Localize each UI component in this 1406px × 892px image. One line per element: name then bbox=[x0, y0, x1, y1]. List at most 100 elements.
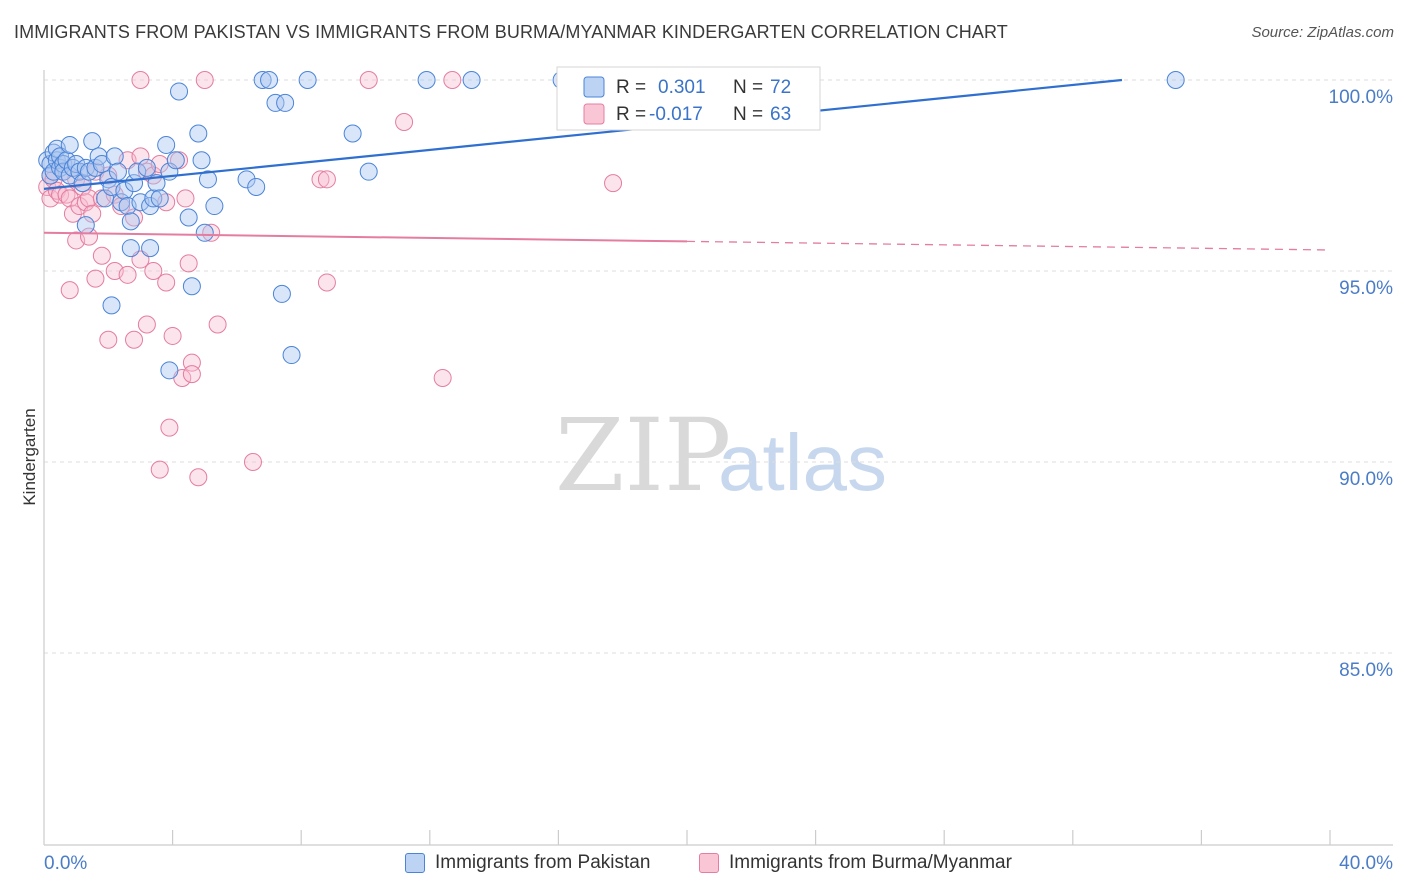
point-pakistan bbox=[60, 135, 79, 154]
legend-swatch-burma bbox=[583, 103, 605, 125]
legend-bottom-label-burma: Immigrants from Burma/Myanmar bbox=[729, 852, 1012, 873]
point-burma bbox=[311, 170, 330, 189]
point-burma bbox=[131, 250, 150, 269]
point-pakistan bbox=[57, 151, 76, 170]
legend-r-label-2: R = bbox=[616, 104, 646, 125]
point-pakistan bbox=[141, 239, 160, 258]
point-burma bbox=[86, 269, 105, 288]
point-pakistan bbox=[170, 82, 189, 101]
point-pakistan bbox=[76, 216, 95, 235]
legend-bottom-swatch-pakistan bbox=[405, 853, 425, 873]
point-pakistan bbox=[150, 189, 169, 208]
point-burma bbox=[131, 147, 150, 166]
y-tick-label: 95.0% bbox=[1339, 278, 1393, 299]
point-burma bbox=[433, 368, 452, 387]
point-burma bbox=[195, 71, 214, 89]
trend-line-burma-extrapolated bbox=[686, 240, 1331, 251]
point-pakistan bbox=[195, 223, 214, 242]
series-pakistan-points bbox=[38, 71, 1185, 380]
point-burma bbox=[317, 170, 336, 189]
y-tick-labels: 100.0% 95.0% 90.0% 85.0% bbox=[1329, 87, 1394, 681]
y-axis-label: Kindergarten bbox=[20, 408, 39, 505]
point-burma bbox=[83, 204, 102, 223]
point-pakistan bbox=[247, 177, 266, 196]
point-pakistan bbox=[343, 124, 362, 143]
point-burma bbox=[317, 273, 336, 292]
point-pakistan bbox=[462, 71, 481, 89]
x-tick-label-max: 40.0% bbox=[1339, 853, 1393, 874]
series-burma-points bbox=[38, 71, 623, 487]
point-burma bbox=[189, 468, 208, 487]
point-pakistan bbox=[282, 346, 301, 365]
point-pakistan bbox=[83, 132, 102, 151]
source-label: Source: ZipAtlas.com bbox=[1251, 24, 1394, 41]
gridlines bbox=[44, 79, 1393, 654]
point-burma bbox=[157, 273, 176, 292]
trend-lines bbox=[43, 78, 1331, 251]
point-pakistan bbox=[166, 151, 185, 170]
point-pakistan bbox=[298, 71, 317, 89]
point-pakistan bbox=[160, 361, 179, 380]
point-burma bbox=[144, 262, 163, 280]
legend-item-pakistan: Immigrants from Pakistan bbox=[405, 852, 650, 874]
point-burma bbox=[208, 315, 227, 334]
legend-r-label-1: R = bbox=[616, 77, 646, 98]
watermark-atlas: atlas bbox=[718, 418, 887, 507]
legend-n-value-2: 63 bbox=[770, 104, 791, 125]
point-burma bbox=[99, 330, 118, 349]
point-pakistan bbox=[253, 71, 272, 89]
point-pakistan bbox=[121, 212, 140, 231]
point-pakistan bbox=[266, 93, 285, 112]
point-pakistan bbox=[359, 162, 378, 181]
axes bbox=[43, 70, 1393, 846]
point-burma bbox=[202, 223, 221, 242]
point-pakistan bbox=[260, 71, 279, 89]
point-pakistan bbox=[189, 124, 208, 143]
point-pakistan bbox=[121, 239, 140, 258]
legend-item-burma: Immigrants from Burma/Myanmar bbox=[699, 852, 1012, 874]
point-pakistan bbox=[417, 71, 436, 89]
point-burma bbox=[395, 113, 414, 132]
point-pakistan bbox=[144, 189, 163, 208]
point-burma bbox=[73, 177, 92, 196]
legend-n-label-1: N = bbox=[733, 77, 763, 98]
point-burma bbox=[359, 71, 378, 89]
point-pakistan bbox=[192, 151, 211, 170]
point-pakistan bbox=[205, 197, 224, 216]
point-burma bbox=[131, 71, 150, 89]
point-pakistan bbox=[1166, 71, 1185, 89]
trend-line-pakistan bbox=[43, 78, 1123, 190]
point-burma bbox=[92, 246, 111, 265]
legend-r-value-2: -0.017 bbox=[649, 104, 703, 125]
point-pakistan bbox=[157, 135, 176, 154]
x-tick-labels: 0.0% 40.0% bbox=[44, 830, 1393, 874]
point-pakistan bbox=[137, 158, 156, 177]
trend-line-burma bbox=[43, 231, 688, 243]
x-tick-label-min: 0.0% bbox=[44, 853, 87, 874]
point-burma bbox=[604, 174, 623, 193]
point-burma bbox=[150, 460, 169, 479]
watermark-zip: ZIP bbox=[555, 397, 731, 514]
point-pakistan bbox=[115, 181, 134, 200]
legend-n-label-2: N = bbox=[733, 104, 763, 125]
point-pakistan bbox=[108, 162, 127, 181]
point-pakistan bbox=[272, 284, 291, 303]
inset-legend: R = 0.301 N = 72 R = -0.017 N = 63 bbox=[556, 66, 821, 131]
point-burma bbox=[60, 281, 79, 300]
point-pakistan bbox=[276, 93, 295, 112]
point-burma bbox=[118, 265, 137, 284]
chart-title: IMMIGRANTS FROM PAKISTAN VS IMMIGRANTS F… bbox=[14, 22, 1008, 42]
point-burma bbox=[243, 453, 262, 471]
legend-swatch-pakistan bbox=[583, 76, 605, 98]
point-pakistan bbox=[182, 277, 201, 296]
point-burma bbox=[443, 71, 462, 89]
point-pakistan bbox=[198, 170, 217, 189]
point-burma bbox=[51, 185, 70, 204]
y-tick-label: 85.0% bbox=[1339, 660, 1393, 681]
point-burma bbox=[63, 204, 82, 223]
point-burma bbox=[137, 315, 156, 334]
legend-bottom-label-pakistan: Immigrants from Pakistan bbox=[435, 852, 651, 873]
point-burma bbox=[80, 189, 99, 208]
point-burma bbox=[182, 365, 201, 384]
